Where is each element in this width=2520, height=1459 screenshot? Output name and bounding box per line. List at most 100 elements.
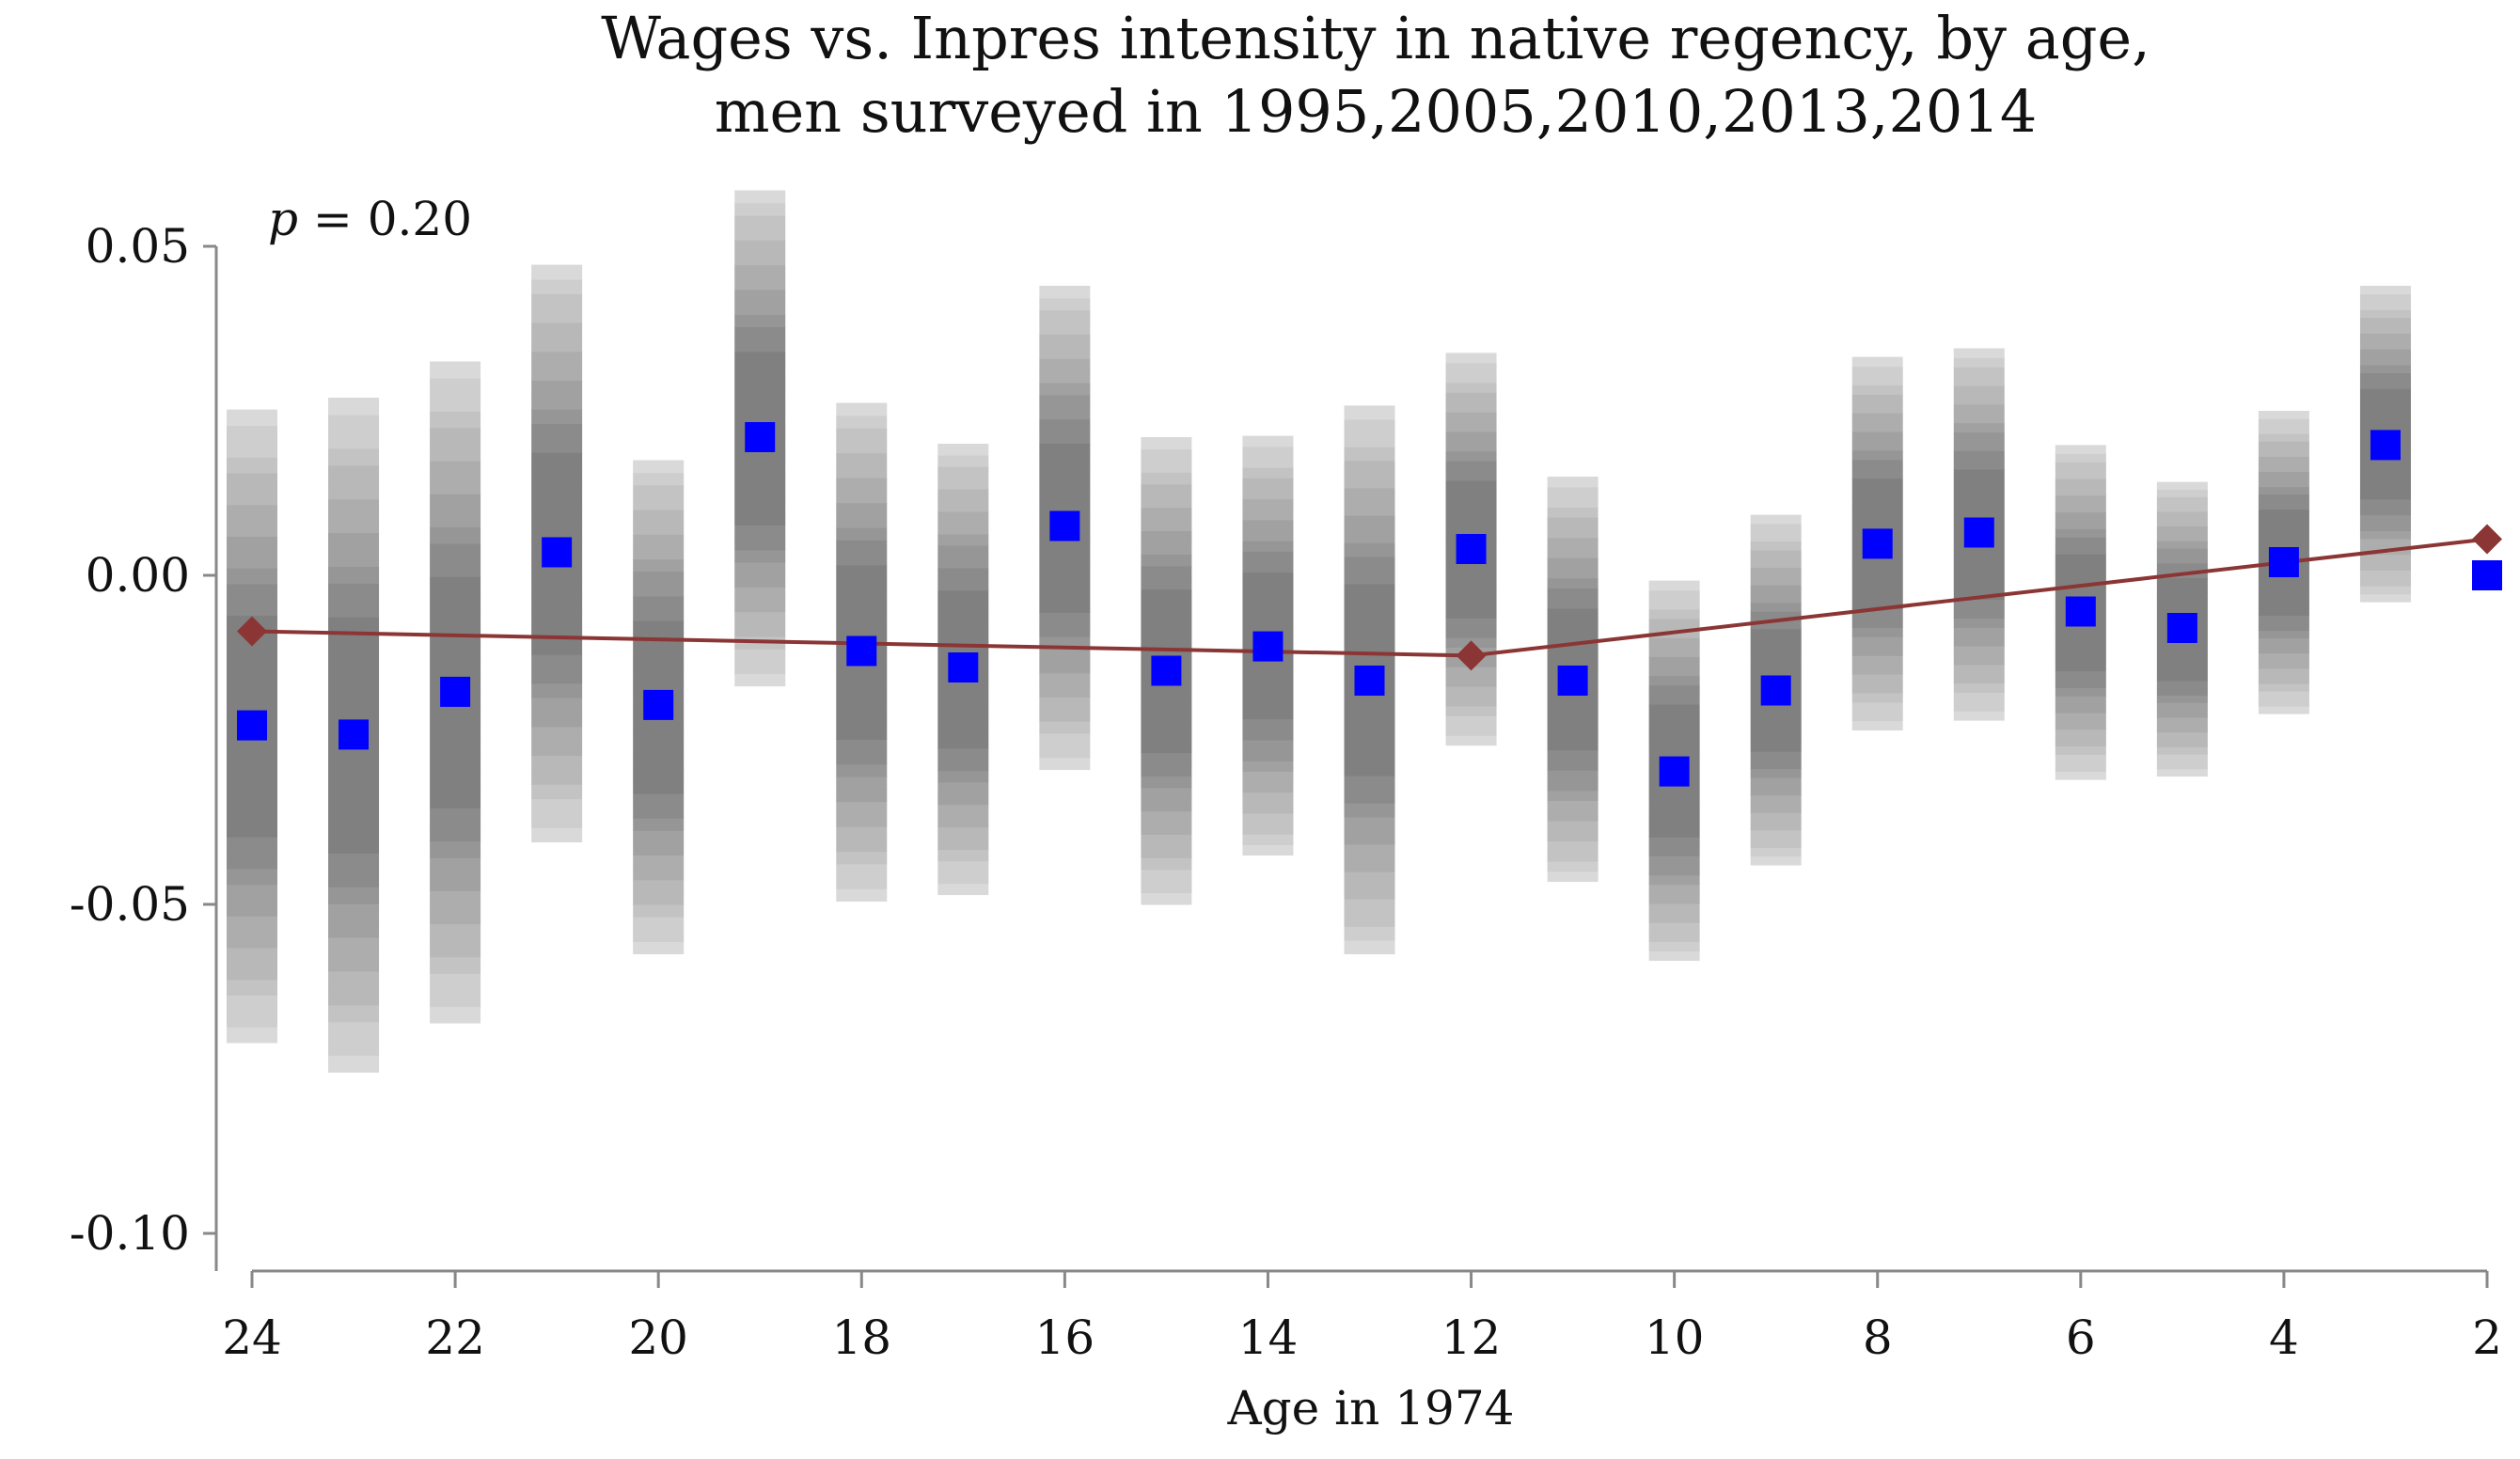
ci-segment [1344,447,1395,462]
point-estimates [237,422,2502,787]
ci-segment [1344,528,1395,543]
ci-segment [1141,588,1192,602]
ci-segment [430,775,481,792]
ci-segment [227,662,277,680]
ci-segment [1953,692,2005,702]
ci-segment [430,906,481,925]
ci-segment [2359,396,2411,405]
ci-segment [1648,580,1700,591]
ci-segment [1547,598,1599,609]
ci-segment [734,673,786,687]
ci-segment [2258,592,2309,601]
ci-segment [1445,479,1497,492]
ci-segment [836,851,888,865]
ci-segment [1445,382,1497,393]
ci-segment [2258,630,2309,639]
point-estimate-square [1354,666,1385,696]
x-tick-label: 20 [628,1310,688,1365]
ci-segment [1648,950,1700,962]
ci-segment [1039,697,1091,710]
ci-segment [1851,720,1903,731]
ci-segment [2156,687,2208,697]
ci-segment [2258,585,2309,593]
ci-segment [2258,539,2309,548]
y-tick-label: 0.00 [86,548,190,603]
ci-segment [2156,658,2208,667]
ci-segment [531,653,583,669]
ci-segment [2055,653,2106,664]
ci-segment [633,645,685,659]
ci-segment [937,601,989,614]
ci-segment [2156,761,2208,770]
ci-segment [1750,829,1802,839]
ci-segment [1141,857,1192,871]
ci-segment [430,510,481,527]
ci-segment [1750,707,1802,717]
ci-segment [1344,570,1395,585]
ci-segment [328,937,380,955]
ci-segment [227,837,277,854]
point-estimate-square [1963,517,1994,548]
ci-segment [1547,648,1599,660]
point-estimate-square [2472,560,2502,590]
ci-segment [1445,353,1497,364]
ci-segment [1039,418,1091,431]
ci-segment [227,678,277,696]
ci-segment [430,477,481,494]
ci-segment [2359,380,2411,389]
ci-segment [1141,530,1192,543]
ci-segment [937,556,989,569]
ci-segment [1344,926,1395,941]
ci-segment [2359,459,2411,468]
ci-segment [328,617,380,635]
ci-segment [1242,519,1294,531]
p-value-annotation: p = 0.20 [268,192,472,246]
ci-segment [1242,467,1294,478]
ci-segment [1648,902,1700,914]
ci-segment [1242,488,1294,500]
ci-segment [1750,777,1802,787]
ci-segment [633,719,685,732]
ci-segment [836,777,888,790]
ci-segment [2359,586,2411,595]
point-estimate-square [1049,510,1080,541]
ci-segment [531,582,583,598]
ci-segment [430,973,481,991]
ci-segment [1851,701,1903,713]
ci-segment [633,669,685,683]
ci-segment [633,929,685,942]
ci-segment [1750,847,1802,857]
ci-segment [2359,577,2411,587]
ci-segment [937,815,989,828]
ci-segment [1648,932,1700,942]
ci-segment [1851,403,1903,414]
ci-segment [328,836,380,854]
ci-segment [1242,729,1294,741]
ci-segment [1547,507,1599,518]
ci-segment [2055,561,2106,572]
ci-segment [531,784,583,800]
ci-segment [937,533,989,546]
ci-segment [1141,694,1192,707]
ci-segment [1851,655,1903,666]
ci-segment [1141,845,1192,858]
ci-segment [1953,367,2005,377]
ci-segment [1242,718,1294,730]
ci-segment [734,587,786,600]
point-estimate-square [237,710,267,741]
ci-segment [531,495,583,511]
point-estimate-square [1862,528,1893,559]
ci-segment [1750,523,1802,533]
point-estimate-square [643,689,674,720]
ci-segment [1445,588,1497,599]
ci-segment [1445,441,1497,452]
ci-segment [2258,637,2309,647]
ci-segment [1344,803,1395,818]
ci-segment [1953,394,2005,405]
ci-segment [430,873,481,891]
ci-segment [1648,723,1700,733]
ci-segment [937,623,989,636]
ci-segment [1242,824,1294,835]
x-tick-label: 6 [2066,1310,2096,1365]
ci-segment [430,494,481,511]
